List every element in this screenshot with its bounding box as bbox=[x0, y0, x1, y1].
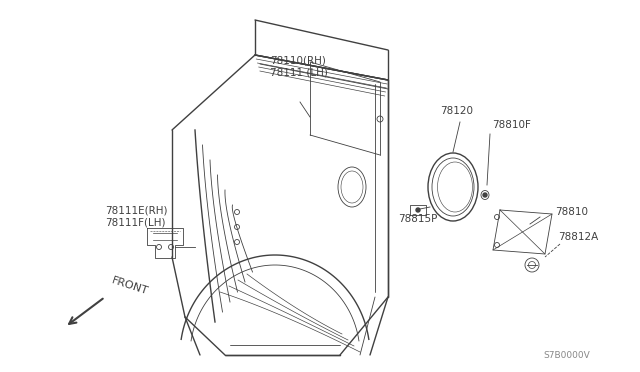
Text: 78812A: 78812A bbox=[558, 232, 598, 242]
Ellipse shape bbox=[483, 193, 487, 197]
Text: 78810F: 78810F bbox=[492, 120, 531, 130]
Text: 78111E(RH)
78111F(LH): 78111E(RH) 78111F(LH) bbox=[105, 205, 168, 227]
Text: 78110(RH)
78111 (LH): 78110(RH) 78111 (LH) bbox=[270, 55, 328, 77]
Text: 78120: 78120 bbox=[440, 106, 473, 116]
Text: 78815P: 78815P bbox=[398, 214, 437, 224]
Text: S7B0000V: S7B0000V bbox=[543, 351, 590, 360]
Ellipse shape bbox=[416, 208, 420, 212]
Text: 78810: 78810 bbox=[555, 207, 588, 217]
Text: FRONT: FRONT bbox=[110, 276, 149, 297]
